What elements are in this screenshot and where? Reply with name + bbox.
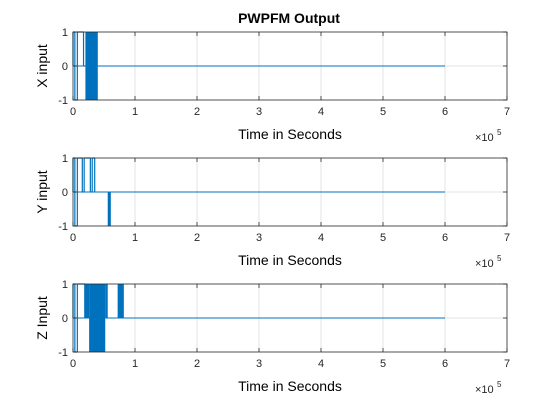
x-tick-label: 1 [132, 358, 138, 370]
x-tick-label: 1 [132, 232, 138, 244]
x-multiplier-label: ×10 [475, 384, 494, 396]
x-multiplier-label: ×10 [475, 132, 494, 144]
signal-dense-region [89, 284, 106, 352]
x-tick-label: 6 [442, 106, 448, 118]
x-multiplier-exponent: 5 [497, 380, 502, 389]
x-axis-label: Time in Seconds [238, 252, 342, 268]
x-tick-label: 2 [194, 106, 200, 118]
x-tick-label: 2 [194, 232, 200, 244]
figure-title: PWPFM Output [238, 10, 340, 26]
x-tick-label: 7 [504, 106, 510, 118]
x-tick-label: 5 [380, 358, 386, 370]
x-tick-label: 7 [504, 232, 510, 244]
x-tick-label: 4 [318, 232, 324, 244]
signal-dense-region [117, 284, 124, 318]
x-tick-label: 5 [380, 106, 386, 118]
x-axis-label: Time in Seconds [238, 378, 342, 394]
x-tick-label: 2 [194, 358, 200, 370]
y-tick-label: 0 [62, 61, 68, 73]
signal-dense-region [85, 32, 98, 100]
x-tick-label: 6 [442, 358, 448, 370]
signal-dense-region [84, 284, 90, 318]
x-tick-label: 3 [256, 232, 262, 244]
x-tick-label: 0 [70, 106, 76, 118]
x-tick-label: 0 [70, 232, 76, 244]
y-tick-label: 0 [62, 313, 68, 325]
y-axis-label: Z Input [34, 296, 50, 340]
x-tick-label: 7 [504, 358, 510, 370]
x-tick-label: 4 [318, 358, 324, 370]
y-axis-label: Y input [34, 170, 50, 213]
x-multiplier-label: ×10 [475, 258, 494, 270]
x-tick-label: 1 [132, 106, 138, 118]
x-axis-label: Time in Seconds [238, 126, 342, 142]
y-tick-label: -1 [58, 221, 68, 233]
y-tick-label: -1 [58, 95, 68, 107]
y-tick-label: 1 [62, 279, 68, 291]
signal-dense-region [105, 284, 108, 318]
y-tick-label: 0 [62, 187, 68, 199]
y-axis-label: X input [34, 44, 50, 88]
y-tick-label: 1 [62, 153, 68, 165]
x-multiplier-exponent: 5 [497, 254, 502, 263]
signal-dense-region [107, 192, 111, 226]
x-tick-label: 3 [256, 358, 262, 370]
y-tick-label: 1 [62, 27, 68, 39]
x-multiplier-exponent: 5 [497, 128, 502, 137]
x-tick-label: 0 [70, 358, 76, 370]
x-tick-label: 6 [442, 232, 448, 244]
x-tick-label: 5 [380, 232, 386, 244]
x-tick-label: 4 [318, 106, 324, 118]
y-tick-label: -1 [58, 347, 68, 359]
x-tick-label: 3 [256, 106, 262, 118]
